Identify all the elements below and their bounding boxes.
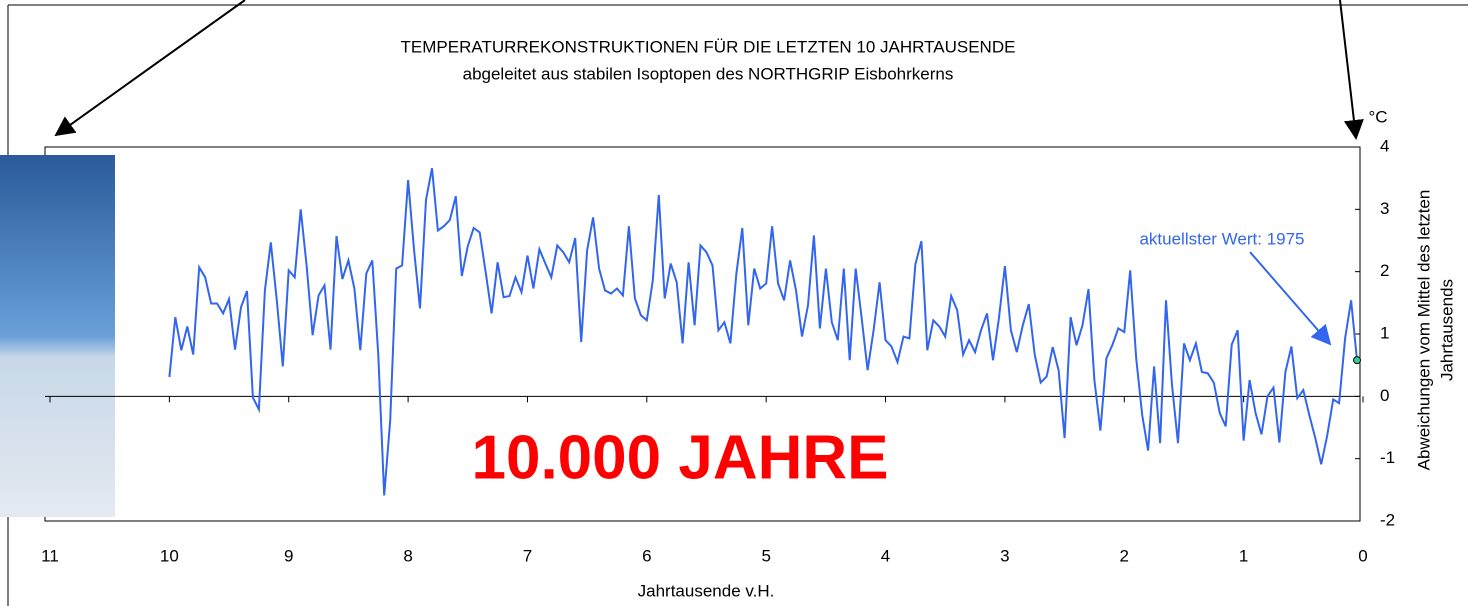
temperature-line [168, 168, 1358, 496]
x-tick-label: 4 [881, 546, 890, 565]
y-tick-label: -2 [1380, 510, 1395, 529]
x-tick-label: 0 [1358, 546, 1367, 565]
x-tick-label: 3 [1000, 546, 1009, 565]
y-tick-label: 2 [1380, 261, 1389, 280]
y-tick-label: 0 [1380, 386, 1389, 405]
y-tick-label: 3 [1380, 199, 1389, 218]
annotation-arrow [1249, 251, 1332, 346]
x-tick-label: 5 [761, 546, 770, 565]
chart-subtitle: abgeleitet aus stabilen Isoptopen des NO… [463, 64, 954, 83]
x-tick-label: 9 [284, 546, 293, 565]
x-tick-label: 6 [642, 546, 651, 565]
y-tick-label: 4 [1380, 136, 1389, 155]
x-axis-label: Jahrtausende v.H. [638, 581, 775, 600]
x-tick-label: 7 [523, 546, 532, 565]
y-tick-label: -1 [1380, 448, 1395, 467]
x-tick-label: 1 [1239, 546, 1248, 565]
y-axis-label: Jahrtausends [1437, 279, 1456, 381]
pointer-arrow [1339, 0, 1364, 140]
y-axis-label: Abweichungen vom Mittel des letzten [1414, 190, 1433, 471]
x-tick-label: 10 [160, 546, 179, 565]
annotation: aktuellster Wert: 1975 [1139, 229, 1304, 248]
photo [0, 155, 115, 517]
latest-point [1353, 356, 1362, 365]
chart-title: TEMPERATURREKONSTRUKTIONEN FÜR DIE LETZT… [401, 37, 1016, 56]
x-tick-label: 2 [1120, 546, 1129, 565]
x-tick-label: 11 [41, 546, 59, 565]
x-tick-label: 8 [403, 546, 412, 565]
y-unit: °C [1368, 107, 1387, 126]
big-annotation: 10.000 JAHRE [471, 423, 888, 492]
y-tick-label: 1 [1380, 323, 1389, 342]
pointer-arrow [54, 0, 246, 137]
